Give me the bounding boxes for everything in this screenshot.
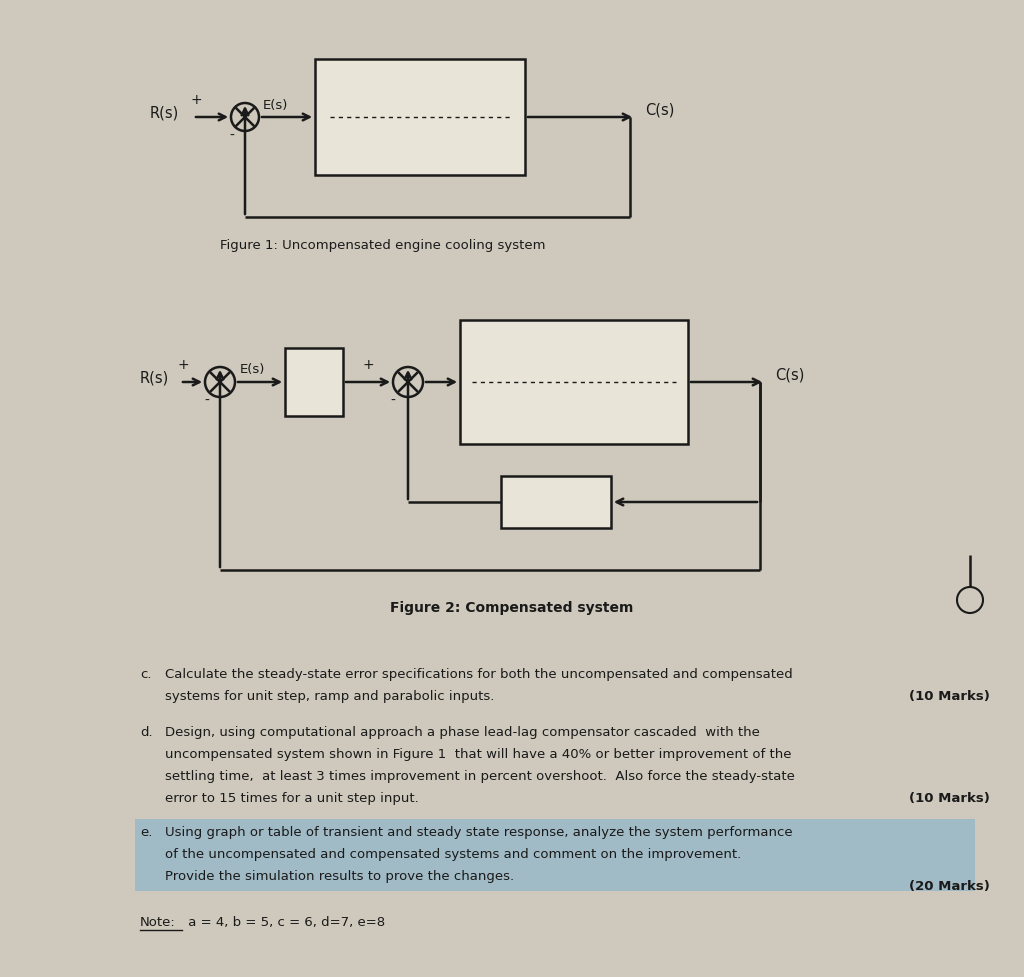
Text: +: + bbox=[190, 93, 202, 106]
Bar bbox=[315, 60, 525, 176]
Text: E(s): E(s) bbox=[263, 100, 289, 112]
Text: Using graph or table of transient and steady state response, analyze the system : Using graph or table of transient and st… bbox=[165, 826, 793, 838]
Text: (10 Marks): (10 Marks) bbox=[909, 791, 990, 804]
Text: of the uncompensated and compensated systems and comment on the improvement.: of the uncompensated and compensated sys… bbox=[165, 847, 741, 860]
Text: e.: e. bbox=[140, 826, 153, 838]
Text: Figure 1: Uncompensated engine cooling system: Figure 1: Uncompensated engine cooling s… bbox=[220, 239, 546, 252]
Text: C(s): C(s) bbox=[645, 103, 675, 117]
Text: (s+d)(s$^2$ +bs+c): (s+d)(s$^2$ +bs+c) bbox=[362, 130, 477, 149]
Text: -: - bbox=[390, 394, 395, 407]
Text: R(s): R(s) bbox=[150, 106, 179, 120]
Text: a (s+e): a (s+e) bbox=[393, 95, 446, 109]
Text: Provide the simulation results to prove the changes.: Provide the simulation results to prove … bbox=[165, 870, 514, 882]
Text: K$_f$ s: K$_f$ s bbox=[543, 493, 569, 512]
Text: C(s): C(s) bbox=[775, 367, 805, 382]
Text: uncompensated system shown in Figure 1  that will have a 40% or better improveme: uncompensated system shown in Figure 1 t… bbox=[165, 747, 792, 760]
Text: +: + bbox=[362, 358, 374, 371]
Text: Design, using computational approach a phase lead-lag compensator cascaded  with: Design, using computational approach a p… bbox=[165, 725, 760, 739]
Text: -: - bbox=[205, 394, 210, 407]
Text: (s+d)(s$^2$+bs+c): (s+d)(s$^2$+bs+c) bbox=[518, 397, 630, 416]
Bar bbox=[285, 349, 343, 416]
Text: systems for unit step, ramp and parabolic inputs.: systems for unit step, ramp and paraboli… bbox=[165, 690, 495, 702]
Text: a = 4, b = 5, c = 6, d=7, e=8: a = 4, b = 5, c = 6, d=7, e=8 bbox=[184, 915, 385, 928]
Text: c.: c. bbox=[140, 667, 152, 680]
Text: error to 15 times for a unit step input.: error to 15 times for a unit step input. bbox=[165, 791, 419, 804]
Text: a (s+e): a (s+e) bbox=[547, 358, 601, 372]
Text: -: - bbox=[229, 129, 234, 143]
Text: (20 Marks): (20 Marks) bbox=[909, 879, 990, 892]
Text: K: K bbox=[309, 373, 319, 388]
Text: E(s): E(s) bbox=[240, 363, 265, 376]
Text: Figure 2: Compensated system: Figure 2: Compensated system bbox=[390, 601, 634, 615]
Bar bbox=[460, 320, 688, 445]
Text: d.: d. bbox=[140, 725, 153, 739]
Text: Calculate the steady-state error specifications for both the uncompensated and c: Calculate the steady-state error specifi… bbox=[165, 667, 793, 680]
Text: settling time,  at least 3 times improvement in percent overshoot.  Also force t: settling time, at least 3 times improvem… bbox=[165, 769, 795, 783]
Text: Note:: Note: bbox=[140, 915, 176, 928]
Bar bbox=[135, 819, 975, 891]
Text: +: + bbox=[177, 358, 188, 371]
Text: (10 Marks): (10 Marks) bbox=[909, 690, 990, 702]
Bar bbox=[501, 477, 611, 529]
Text: R(s): R(s) bbox=[140, 370, 169, 385]
